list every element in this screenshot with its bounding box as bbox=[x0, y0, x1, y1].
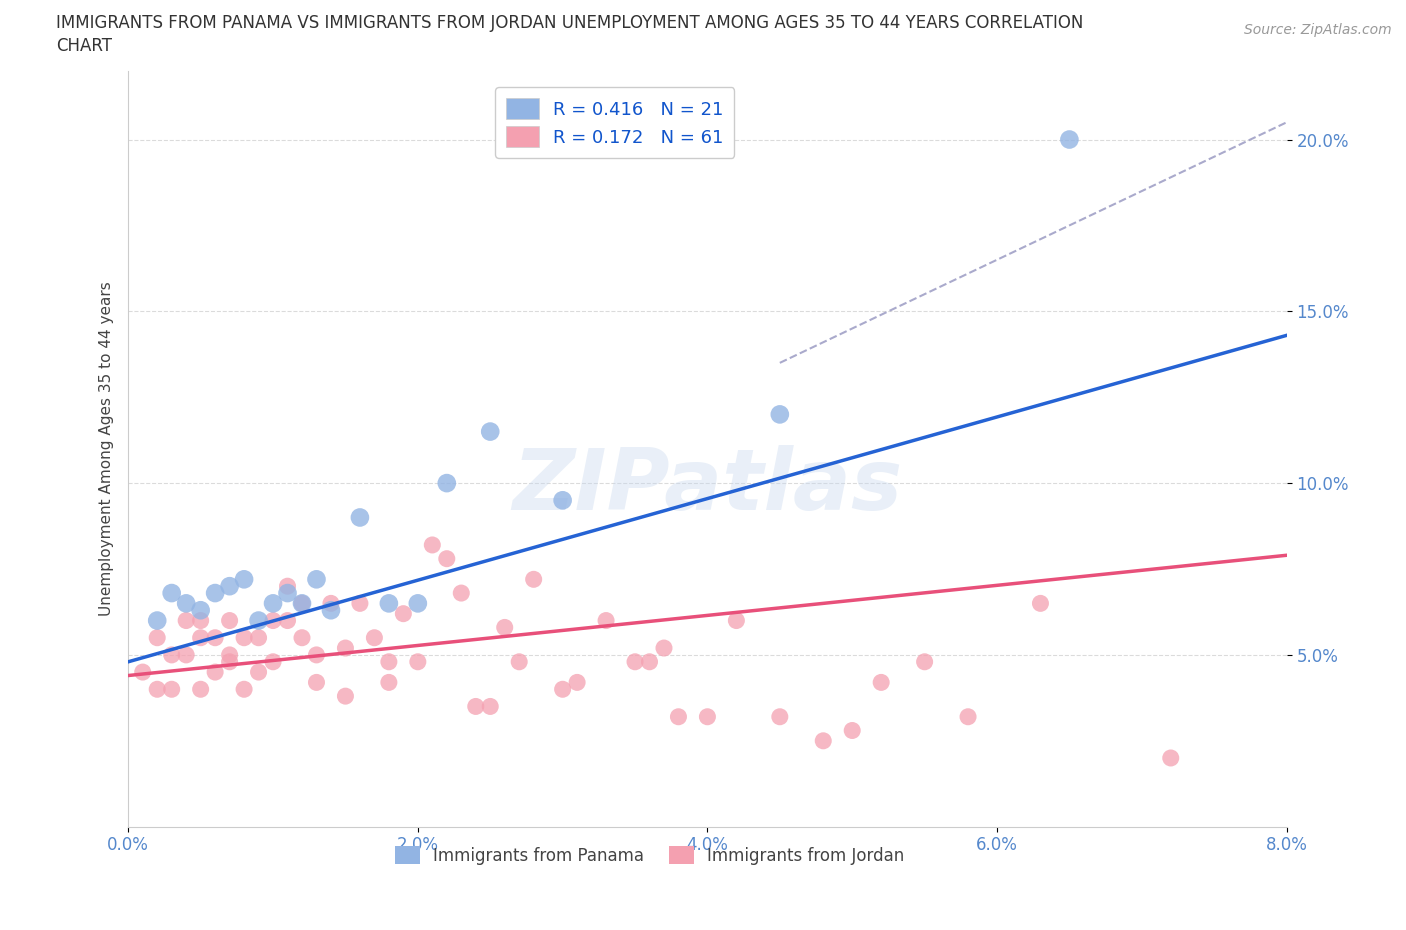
Point bbox=[218, 655, 240, 670]
Point bbox=[349, 510, 371, 525]
Point bbox=[725, 613, 748, 628]
Point bbox=[146, 682, 169, 697]
Point bbox=[551, 682, 574, 697]
Point bbox=[769, 407, 792, 422]
Point bbox=[551, 493, 574, 508]
Y-axis label: Unemployment Among Ages 35 to 44 years: Unemployment Among Ages 35 to 44 years bbox=[100, 282, 114, 617]
Point bbox=[291, 596, 314, 611]
Point bbox=[276, 586, 298, 601]
Point bbox=[291, 596, 314, 611]
Point bbox=[392, 606, 415, 621]
Point bbox=[957, 710, 980, 724]
Point bbox=[276, 613, 298, 628]
Text: Source: ZipAtlas.com: Source: ZipAtlas.com bbox=[1244, 23, 1392, 37]
Point bbox=[335, 641, 357, 656]
Point bbox=[190, 682, 212, 697]
Point bbox=[190, 631, 212, 645]
Point bbox=[262, 655, 284, 670]
Point bbox=[305, 675, 328, 690]
Point bbox=[233, 572, 256, 587]
Point bbox=[233, 631, 256, 645]
Point bbox=[204, 631, 226, 645]
Point bbox=[565, 675, 588, 690]
Point bbox=[696, 710, 718, 724]
Point bbox=[218, 647, 240, 662]
Point bbox=[436, 551, 458, 566]
Point bbox=[363, 631, 385, 645]
Point bbox=[464, 699, 486, 714]
Point bbox=[204, 586, 226, 601]
Point bbox=[870, 675, 893, 690]
Point bbox=[349, 596, 371, 611]
Point bbox=[174, 647, 197, 662]
Point bbox=[190, 613, 212, 628]
Point bbox=[146, 613, 169, 628]
Point bbox=[595, 613, 617, 628]
Point bbox=[305, 647, 328, 662]
Text: ZIPatlas: ZIPatlas bbox=[512, 445, 903, 528]
Point bbox=[174, 596, 197, 611]
Legend: Immigrants from Panama, Immigrants from Jordan: Immigrants from Panama, Immigrants from … bbox=[388, 840, 911, 871]
Point bbox=[1059, 132, 1081, 147]
Point bbox=[624, 655, 647, 670]
Point bbox=[160, 647, 183, 662]
Point bbox=[160, 682, 183, 697]
Point bbox=[335, 689, 357, 704]
Point bbox=[132, 665, 155, 680]
Point bbox=[1160, 751, 1182, 765]
Point bbox=[420, 538, 443, 552]
Point bbox=[479, 699, 502, 714]
Point bbox=[319, 596, 342, 611]
Point bbox=[638, 655, 661, 670]
Point bbox=[378, 675, 401, 690]
Point bbox=[841, 723, 863, 737]
Point bbox=[247, 631, 270, 645]
Point bbox=[233, 682, 256, 697]
Point bbox=[204, 665, 226, 680]
Point bbox=[247, 665, 270, 680]
Point bbox=[378, 655, 401, 670]
Point bbox=[450, 586, 472, 601]
Text: IMMIGRANTS FROM PANAMA VS IMMIGRANTS FROM JORDAN UNEMPLOYMENT AMONG AGES 35 TO 4: IMMIGRANTS FROM PANAMA VS IMMIGRANTS FRO… bbox=[56, 14, 1084, 32]
Point bbox=[508, 655, 530, 670]
Point bbox=[218, 578, 240, 593]
Point bbox=[652, 641, 675, 656]
Point bbox=[262, 596, 284, 611]
Point bbox=[378, 596, 401, 611]
Point bbox=[769, 710, 792, 724]
Point bbox=[291, 631, 314, 645]
Point bbox=[494, 620, 516, 635]
Point bbox=[436, 475, 458, 490]
Point bbox=[406, 596, 429, 611]
Point bbox=[668, 710, 690, 724]
Point bbox=[523, 572, 546, 587]
Point bbox=[406, 655, 429, 670]
Point bbox=[914, 655, 936, 670]
Text: CHART: CHART bbox=[56, 37, 112, 55]
Point bbox=[190, 603, 212, 618]
Point bbox=[813, 734, 835, 749]
Point bbox=[218, 613, 240, 628]
Point bbox=[319, 603, 342, 618]
Point bbox=[1029, 596, 1052, 611]
Point bbox=[305, 572, 328, 587]
Point bbox=[146, 631, 169, 645]
Point bbox=[276, 578, 298, 593]
Point bbox=[479, 424, 502, 439]
Point bbox=[262, 613, 284, 628]
Point bbox=[247, 613, 270, 628]
Point bbox=[174, 613, 197, 628]
Point bbox=[160, 586, 183, 601]
